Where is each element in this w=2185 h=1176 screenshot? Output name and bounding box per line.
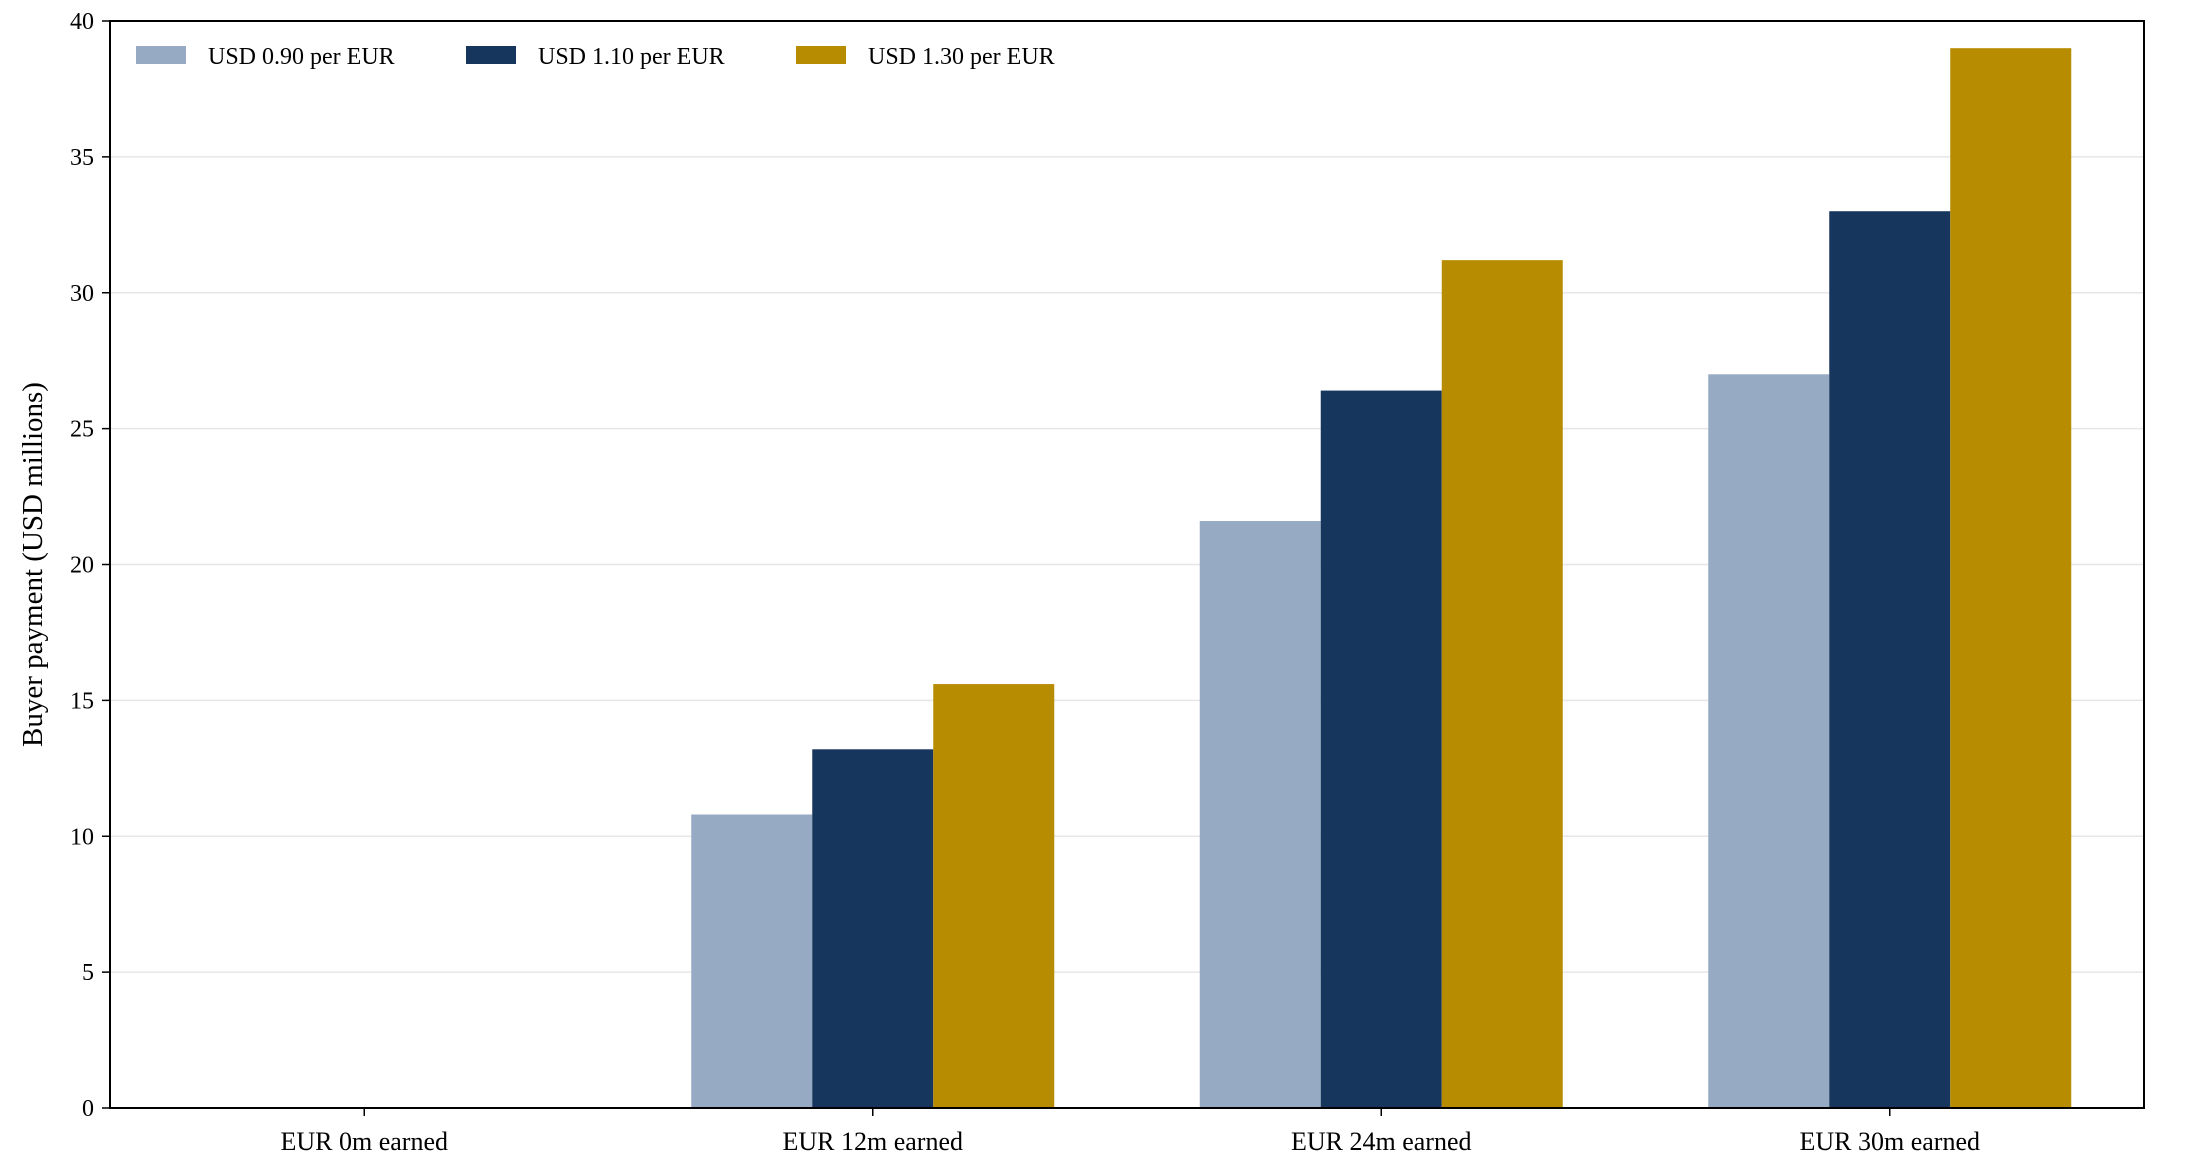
y-tick-label-7: 35 xyxy=(70,145,94,171)
x-tick-label-2: EUR 24m earned xyxy=(1291,1127,1472,1156)
bar-3-2 xyxy=(1950,48,2072,1108)
y-tick-label-3: 15 xyxy=(70,688,94,714)
legend: USD 0.90 per EUR USD 1.10 per EUR USD 1.30… xyxy=(136,44,1055,70)
bar-2-2 xyxy=(1441,260,1563,1108)
legend-swatch-1 xyxy=(466,46,516,64)
y-tick-label-0: 0 xyxy=(82,1096,94,1122)
y-axis-ticks: 0 5 10 15 20 25 30 35 40 xyxy=(70,9,110,1122)
legend-swatch-2 xyxy=(796,46,846,64)
y-axis-title: Buyer payment (USD millions) xyxy=(17,382,49,747)
legend-label-1: USD 1.10 per EUR xyxy=(538,44,725,70)
y-tick-label-1: 5 xyxy=(82,960,94,986)
bar-1-1 xyxy=(812,749,934,1108)
x-tick-label-0: EUR 0m earned xyxy=(280,1127,448,1156)
y-tick-label-4: 20 xyxy=(70,553,94,579)
x-axis-ticks: EUR 0m earned EUR 12m earned EUR 24m earne… xyxy=(280,1108,1980,1156)
legend-swatch-0 xyxy=(136,46,186,64)
y-tick-label-5: 25 xyxy=(70,417,94,443)
y-tick-label-6: 30 xyxy=(70,281,94,307)
y-tick-label-8: 40 xyxy=(70,9,94,35)
legend-label-2: USD 1.30 per EUR xyxy=(868,44,1055,70)
bar-1-0 xyxy=(691,814,813,1108)
bar-2-0 xyxy=(1199,521,1321,1108)
y-tick-label-2: 10 xyxy=(70,824,94,850)
bars xyxy=(691,48,2072,1109)
bar-3-0 xyxy=(1708,374,1830,1108)
x-tick-label-1: EUR 12m earned xyxy=(782,1127,963,1156)
bar-3-1 xyxy=(1829,211,1951,1109)
bar-1-2 xyxy=(933,684,1055,1108)
gridlines xyxy=(110,20,2144,973)
x-tick-label-3: EUR 30m earned xyxy=(1799,1127,1980,1156)
legend-label-0: USD 0.90 per EUR xyxy=(208,44,395,70)
bar-2-1 xyxy=(1320,390,1442,1109)
